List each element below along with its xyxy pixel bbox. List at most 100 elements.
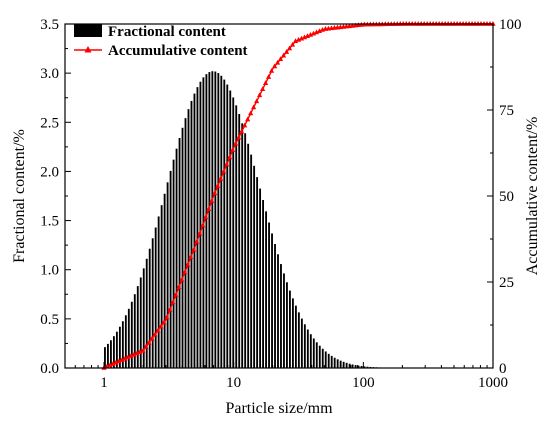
right-y-tick-label: 50 [499,189,514,205]
legend: Fractional content Accumulative content [74,24,248,59]
accumulative-marker [209,198,215,203]
fraction-bar [157,216,160,368]
accumulative-marker [271,63,278,69]
accumulative-marker [301,34,308,40]
fraction-bar [220,75,223,368]
left-y-tick-label: 2.0 [40,164,59,180]
fraction-bar [348,363,351,368]
accumulative-marker [233,140,239,146]
accumulative-marker [289,41,296,47]
fraction-bar [142,268,145,368]
left-y-tick-label: 1.0 [40,263,59,279]
left-y-tick-label: 2.5 [40,115,59,131]
fraction-bar [148,248,151,368]
fraction-bar [160,205,163,368]
right-y-tick-label: 25 [499,275,514,291]
fraction-bar [130,301,133,368]
accumulative-marker [110,361,116,366]
x-axis-title: Particle size/mm [225,400,333,417]
fraction-bar [145,258,148,368]
accumulative-marker [313,29,320,35]
legend-label-accumulative: Accumulative content [108,43,248,59]
accumulative-marker [134,350,140,356]
fraction-bar [238,113,241,368]
fraction-bar [262,200,264,368]
fraction-bar [271,233,273,368]
fraction-bar [330,355,333,368]
left-y-tick-label: 0.0 [40,361,59,377]
accumulative-marker [236,134,242,140]
fraction-bar [226,84,229,369]
fraction-bar [294,305,297,368]
fraction-bar [283,273,285,368]
accumulative-marker [119,357,125,362]
accumulative-marker [286,45,293,51]
fraction-bar [303,324,306,368]
accumulative-marker [248,110,254,116]
fraction-bar [345,362,348,368]
legend-label-fractional: Fractional content [108,24,226,40]
fraction-bar [286,282,288,368]
fraction-bar [199,81,202,368]
fraction-bar [136,286,139,368]
accumulative-marker [274,59,281,65]
fraction-bar [327,353,330,368]
fraction-bar [178,137,181,368]
fraction-bar [291,298,294,368]
fraction-bar [115,331,118,368]
accumulative-marker [242,122,248,128]
fraction-bar [289,290,291,368]
accumulative-marker [173,291,179,297]
accumulative-marker [310,30,317,36]
fraction-bar [110,340,112,368]
fraction-bar [107,343,109,368]
fraction-bar [306,329,309,368]
accumulative-marker [194,238,200,244]
legend-bar-swatch [74,24,102,37]
accumulative-marker [161,319,167,325]
accumulative-marker [149,335,155,341]
fraction-bar [235,105,238,368]
fraction-bar [121,321,124,368]
accumulative-marker [158,323,164,329]
fraction-bar [336,359,339,368]
fraction-bar [259,188,262,368]
accumulative-marker [263,80,269,85]
x-tick-label: 1000 [478,375,508,391]
accumulative-marker [316,28,323,33]
fraction-bar [232,97,235,369]
fraction-bar [151,238,154,368]
fraction-bar [211,71,214,369]
accumulative-marker [125,354,131,360]
accumulative-marker [128,353,134,358]
fraction-bar [315,342,318,368]
accumulative-marker [131,351,137,357]
accumulative-marker [251,104,257,110]
accumulative-marker [221,168,227,174]
accumulative-marker [116,358,122,364]
left-y-tick-label: 0.5 [40,312,59,328]
accumulative-marker [167,306,173,312]
x-tick-label: 100 [352,375,375,391]
fraction-bar [112,336,115,368]
accumulative-marker [200,222,206,228]
accumulative-marker [155,327,161,333]
accumulative-marker [260,86,266,92]
accumulative-marker [268,68,275,73]
fraction-bar [217,73,220,368]
accumulative-marker [197,230,203,236]
legend-triangle-marker [84,46,92,53]
fraction-bar [223,79,226,368]
x-tick-label: 10 [226,375,241,391]
fraction-bar [118,326,121,368]
fraction-bar [280,264,282,368]
fraction-bar [265,211,267,368]
fraction-bar [214,71,217,368]
fraction-bar [193,93,196,368]
accumulative-marker [257,92,263,98]
left-y-tick-label: 3.5 [40,17,59,33]
fraction-bar [300,318,303,368]
fraction-bar [318,345,321,368]
right-y-tick-label: 75 [499,103,514,119]
accumulative-marker [113,359,119,365]
